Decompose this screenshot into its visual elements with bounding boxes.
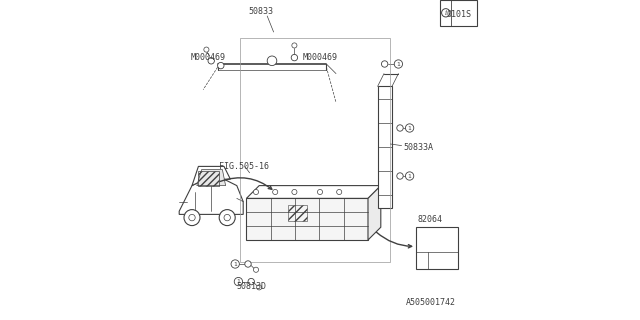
Text: 82064: 82064 <box>418 215 443 224</box>
Bar <box>378 86 392 208</box>
Circle shape <box>234 277 243 286</box>
Circle shape <box>406 172 414 180</box>
Circle shape <box>224 214 230 221</box>
Circle shape <box>253 267 259 272</box>
Circle shape <box>208 58 214 64</box>
Circle shape <box>248 278 255 285</box>
Text: 1: 1 <box>234 261 237 267</box>
Circle shape <box>257 285 262 290</box>
Circle shape <box>291 54 298 61</box>
Circle shape <box>218 62 224 69</box>
Text: i: i <box>445 9 447 17</box>
Polygon shape <box>246 186 381 198</box>
Polygon shape <box>246 198 368 240</box>
Bar <box>440 0 477 26</box>
Circle shape <box>317 189 323 195</box>
Circle shape <box>337 189 342 195</box>
Bar <box>416 227 458 269</box>
Circle shape <box>292 43 297 48</box>
Circle shape <box>231 260 239 268</box>
Text: M000469: M000469 <box>191 53 225 62</box>
Circle shape <box>442 9 450 17</box>
Circle shape <box>394 60 403 68</box>
Text: 50813D: 50813D <box>236 282 266 291</box>
Circle shape <box>204 47 209 52</box>
Text: 0101S: 0101S <box>447 10 472 19</box>
Circle shape <box>189 214 195 221</box>
Circle shape <box>184 210 200 226</box>
Circle shape <box>253 189 259 195</box>
Text: A505001742: A505001742 <box>405 298 456 307</box>
Polygon shape <box>368 186 381 240</box>
Polygon shape <box>192 166 230 186</box>
Bar <box>198 171 219 186</box>
Text: 50833: 50833 <box>248 7 273 16</box>
Text: 50833A: 50833A <box>403 143 433 152</box>
Circle shape <box>268 56 277 66</box>
Circle shape <box>397 173 403 179</box>
Circle shape <box>219 210 236 226</box>
Circle shape <box>245 261 251 267</box>
Text: M000469: M000469 <box>302 53 337 62</box>
Text: FIG.505-16: FIG.505-16 <box>219 162 269 171</box>
Text: 1: 1 <box>408 173 412 179</box>
Circle shape <box>273 189 278 195</box>
Text: 1: 1 <box>408 125 412 131</box>
FancyArrowPatch shape <box>376 232 412 248</box>
Circle shape <box>381 61 388 67</box>
Circle shape <box>406 124 414 132</box>
Bar <box>240 38 390 262</box>
Polygon shape <box>197 170 226 186</box>
Text: 1: 1 <box>397 61 400 67</box>
Text: 1: 1 <box>237 279 240 284</box>
Circle shape <box>397 125 403 131</box>
FancyArrowPatch shape <box>220 178 272 189</box>
Circle shape <box>292 189 297 195</box>
Polygon shape <box>179 179 243 214</box>
Bar <box>288 205 307 221</box>
